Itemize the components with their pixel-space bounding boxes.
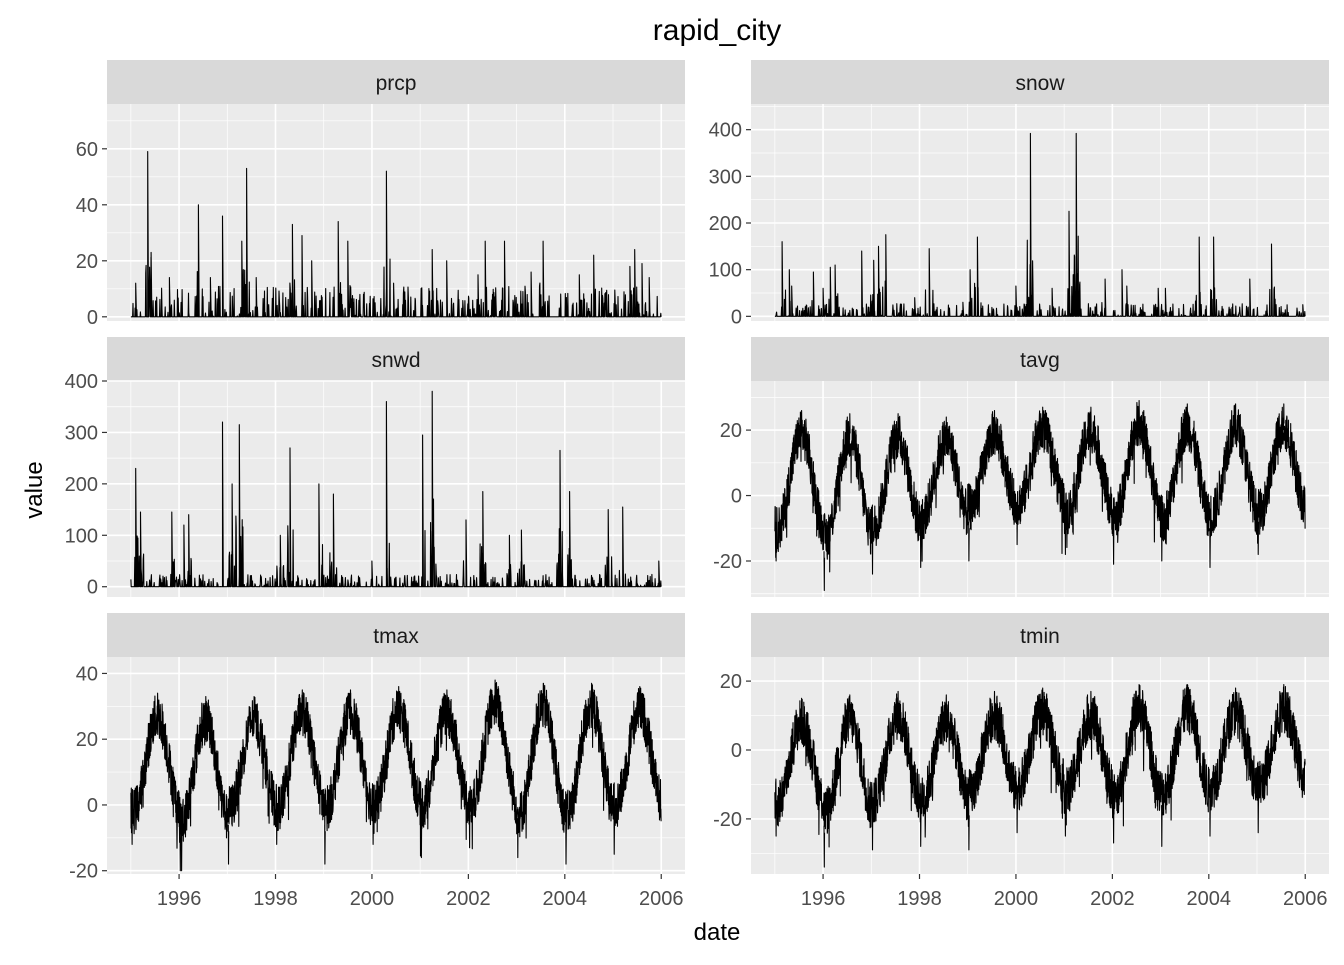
x-tick-label: 1998 bbox=[253, 888, 298, 910]
y-tick-label: 300 bbox=[65, 422, 98, 444]
y-tick-label: 40 bbox=[76, 663, 98, 685]
panel-background bbox=[107, 104, 685, 321]
y-axis-label: value bbox=[21, 461, 48, 518]
facet-strip bbox=[751, 337, 1329, 381]
facet-strip bbox=[751, 60, 1329, 104]
y-tick-label: -20 bbox=[713, 551, 742, 573]
facet-strip-label: prcp bbox=[376, 72, 417, 95]
y-tick-label: 100 bbox=[65, 525, 98, 547]
y-tick-label: 60 bbox=[76, 139, 98, 161]
series-line-tavg bbox=[774, 400, 1306, 592]
x-tick-label: 1996 bbox=[157, 888, 202, 910]
y-tick-label: 40 bbox=[76, 195, 98, 217]
y-tick-label: 100 bbox=[709, 260, 742, 282]
series-line-snow bbox=[774, 132, 1306, 317]
y-tick-label: 0 bbox=[87, 577, 98, 599]
facet-strip bbox=[107, 613, 685, 657]
y-tick-label: -20 bbox=[713, 809, 742, 831]
series-line-snwd bbox=[130, 390, 662, 588]
y-tick-label: 0 bbox=[731, 306, 742, 328]
x-tick-label: 2004 bbox=[543, 888, 588, 910]
facet-tmin: tmin -20 0 20 1996 1998 2000 2002 2004 2006 bbox=[713, 613, 1329, 910]
facet-strip bbox=[751, 613, 1329, 657]
y-tick-label: 0 bbox=[731, 740, 742, 762]
y-tick-label: 400 bbox=[65, 371, 98, 393]
x-tick-label: 2002 bbox=[446, 888, 491, 910]
x-tick-label: 1998 bbox=[897, 888, 942, 910]
y-tick-label: 300 bbox=[709, 166, 742, 188]
y-tick-label: 200 bbox=[65, 474, 98, 496]
facet-strip bbox=[107, 60, 685, 104]
x-tick-label: 2000 bbox=[350, 888, 395, 910]
y-tick-label: 0 bbox=[87, 795, 98, 817]
x-tick-label: 2000 bbox=[994, 888, 1039, 910]
y-tick-label: -20 bbox=[69, 861, 98, 883]
facet-strip-label: snwd bbox=[371, 349, 420, 372]
chart-title: rapid_city bbox=[653, 14, 781, 47]
series-line-tmax bbox=[130, 679, 662, 872]
facet-panels: prcp0204060snow0100200300400snwd01002003… bbox=[65, 60, 1329, 910]
x-tick-label: 1996 bbox=[801, 888, 846, 910]
facet-prcp: prcp 0 20 40 60 bbox=[76, 60, 685, 329]
x-axis-label: date bbox=[694, 919, 741, 946]
y-tick-label: 20 bbox=[720, 420, 742, 442]
facet-tmax: tmax -20 0 20 40 1996 1998 2000 2002 2004 2006 bbox=[69, 613, 685, 910]
series-line-prcp bbox=[130, 151, 662, 318]
facet-snow: snow 0 100 200 300 400 bbox=[709, 60, 1329, 328]
facet-snwd: snwd 0 100 200 300 400 bbox=[65, 337, 685, 599]
y-tick-label: 0 bbox=[87, 307, 98, 329]
panel-background bbox=[107, 381, 685, 597]
x-tick-label: 2006 bbox=[1283, 888, 1328, 910]
y-tick-label: 0 bbox=[731, 486, 742, 508]
facet-strip-label: snow bbox=[1015, 72, 1065, 95]
x-tick-label: 2006 bbox=[639, 888, 684, 910]
facet-tavg: tavg -20 0 20 bbox=[713, 337, 1329, 597]
y-tick-label: 20 bbox=[76, 729, 98, 751]
facet-strip-label: tmin bbox=[1020, 625, 1060, 648]
y-tick-label: 20 bbox=[720, 671, 742, 693]
y-tick-label: 400 bbox=[709, 120, 742, 142]
series-line-tmin bbox=[774, 684, 1306, 868]
panel-background bbox=[751, 104, 1329, 321]
x-tick-label: 2004 bbox=[1187, 888, 1232, 910]
facet-strip-label: tmax bbox=[373, 625, 419, 648]
facet-strip bbox=[107, 337, 685, 381]
y-tick-label: 200 bbox=[709, 213, 742, 235]
x-tick-label: 2002 bbox=[1090, 888, 1135, 910]
panel-background bbox=[751, 657, 1329, 874]
y-tick-label: 20 bbox=[76, 251, 98, 273]
facet-strip-label: tavg bbox=[1020, 349, 1060, 372]
